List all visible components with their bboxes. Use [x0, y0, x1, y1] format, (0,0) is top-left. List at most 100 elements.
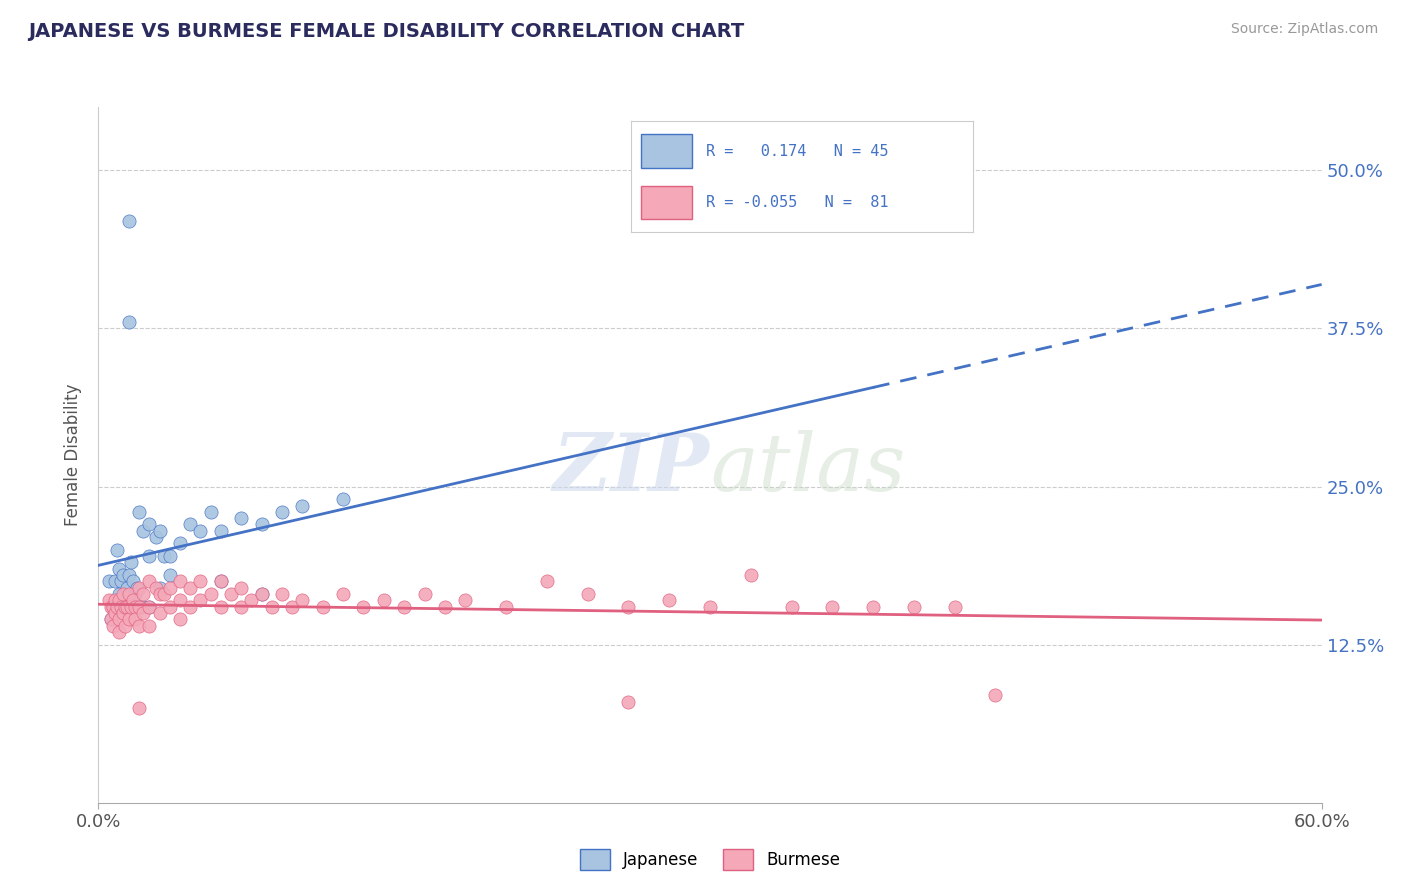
Point — [617, 599, 640, 614]
Point — [104, 574, 127, 589]
Point — [138, 549, 160, 563]
Point — [270, 505, 294, 519]
Point — [740, 568, 762, 582]
Point — [943, 599, 966, 614]
Point — [862, 599, 884, 614]
Point — [179, 599, 201, 614]
Point — [352, 599, 374, 614]
Point — [159, 549, 181, 563]
Point — [260, 599, 283, 614]
Point — [209, 574, 232, 589]
Point — [145, 581, 167, 595]
Point — [111, 568, 134, 582]
Point — [118, 612, 141, 626]
Point — [100, 612, 122, 626]
Point — [699, 599, 721, 614]
Point — [373, 593, 395, 607]
Point — [100, 612, 122, 626]
Point — [188, 524, 212, 538]
Point — [209, 574, 232, 589]
Point — [105, 599, 128, 614]
Point — [240, 593, 263, 607]
Point — [152, 587, 174, 601]
Point — [115, 599, 138, 614]
Point — [209, 599, 232, 614]
Point — [209, 524, 232, 538]
Point — [200, 505, 222, 519]
Point — [169, 536, 191, 550]
Point — [97, 593, 120, 607]
Point — [122, 593, 145, 607]
Point — [128, 701, 150, 715]
Point — [104, 606, 127, 620]
Point — [118, 599, 141, 614]
Point — [576, 587, 599, 601]
Point — [128, 505, 150, 519]
Point — [111, 606, 134, 620]
Point — [101, 599, 124, 614]
Point — [128, 581, 150, 595]
Point — [179, 517, 201, 532]
Point — [250, 517, 273, 532]
Point — [984, 688, 1007, 702]
Point — [200, 587, 222, 601]
Point — [114, 599, 136, 614]
Point — [188, 574, 212, 589]
Point — [138, 574, 160, 589]
Point — [122, 574, 145, 589]
Point — [104, 593, 127, 607]
Point — [120, 599, 142, 614]
Point — [617, 695, 640, 709]
Point — [111, 587, 134, 601]
Point — [291, 499, 314, 513]
Point — [110, 574, 132, 589]
Point — [132, 599, 155, 614]
Legend: Japanese, Burmese: Japanese, Burmese — [571, 841, 849, 878]
Point — [169, 574, 191, 589]
Point — [152, 549, 174, 563]
Point — [138, 517, 160, 532]
Point — [110, 599, 132, 614]
Point — [159, 568, 181, 582]
Text: atlas: atlas — [710, 430, 905, 508]
Point — [392, 599, 416, 614]
Point — [108, 593, 131, 607]
Text: Source: ZipAtlas.com: Source: ZipAtlas.com — [1230, 22, 1378, 37]
Point — [114, 618, 136, 632]
Point — [219, 587, 242, 601]
Point — [124, 587, 146, 601]
Point — [658, 593, 681, 607]
Point — [903, 599, 925, 614]
Point — [101, 599, 124, 614]
Point — [145, 530, 167, 544]
Point — [169, 593, 191, 607]
Point — [159, 599, 181, 614]
Point — [270, 587, 294, 601]
Point — [250, 587, 273, 601]
Point — [118, 587, 141, 601]
Point — [536, 574, 558, 589]
Point — [108, 625, 131, 640]
Point — [100, 599, 122, 614]
Point — [495, 599, 517, 614]
Point — [159, 581, 181, 595]
Point — [128, 599, 150, 614]
Point — [188, 593, 212, 607]
Point — [149, 587, 172, 601]
Point — [332, 492, 354, 507]
Point — [780, 599, 803, 614]
Point — [149, 606, 172, 620]
Point — [231, 511, 253, 525]
Point — [105, 542, 128, 557]
Point — [138, 599, 160, 614]
Point — [120, 556, 142, 570]
Point — [101, 618, 124, 632]
Point — [138, 618, 160, 632]
Point — [138, 599, 160, 614]
Point — [118, 568, 141, 582]
Point — [250, 587, 273, 601]
Point — [118, 315, 141, 329]
Point — [281, 599, 304, 614]
Point — [97, 574, 120, 589]
Point — [108, 562, 131, 576]
